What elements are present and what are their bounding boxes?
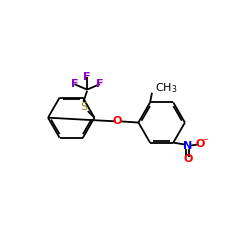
Text: O: O (113, 116, 122, 126)
Text: N: N (183, 141, 192, 151)
Text: CH$_3$: CH$_3$ (155, 81, 178, 95)
Text: S: S (80, 102, 87, 112)
Text: F: F (83, 72, 91, 82)
Text: F: F (96, 79, 104, 89)
Text: $^-$: $^-$ (201, 137, 209, 147)
Text: F: F (71, 79, 78, 89)
Text: O: O (196, 140, 205, 149)
Text: O: O (183, 154, 193, 164)
